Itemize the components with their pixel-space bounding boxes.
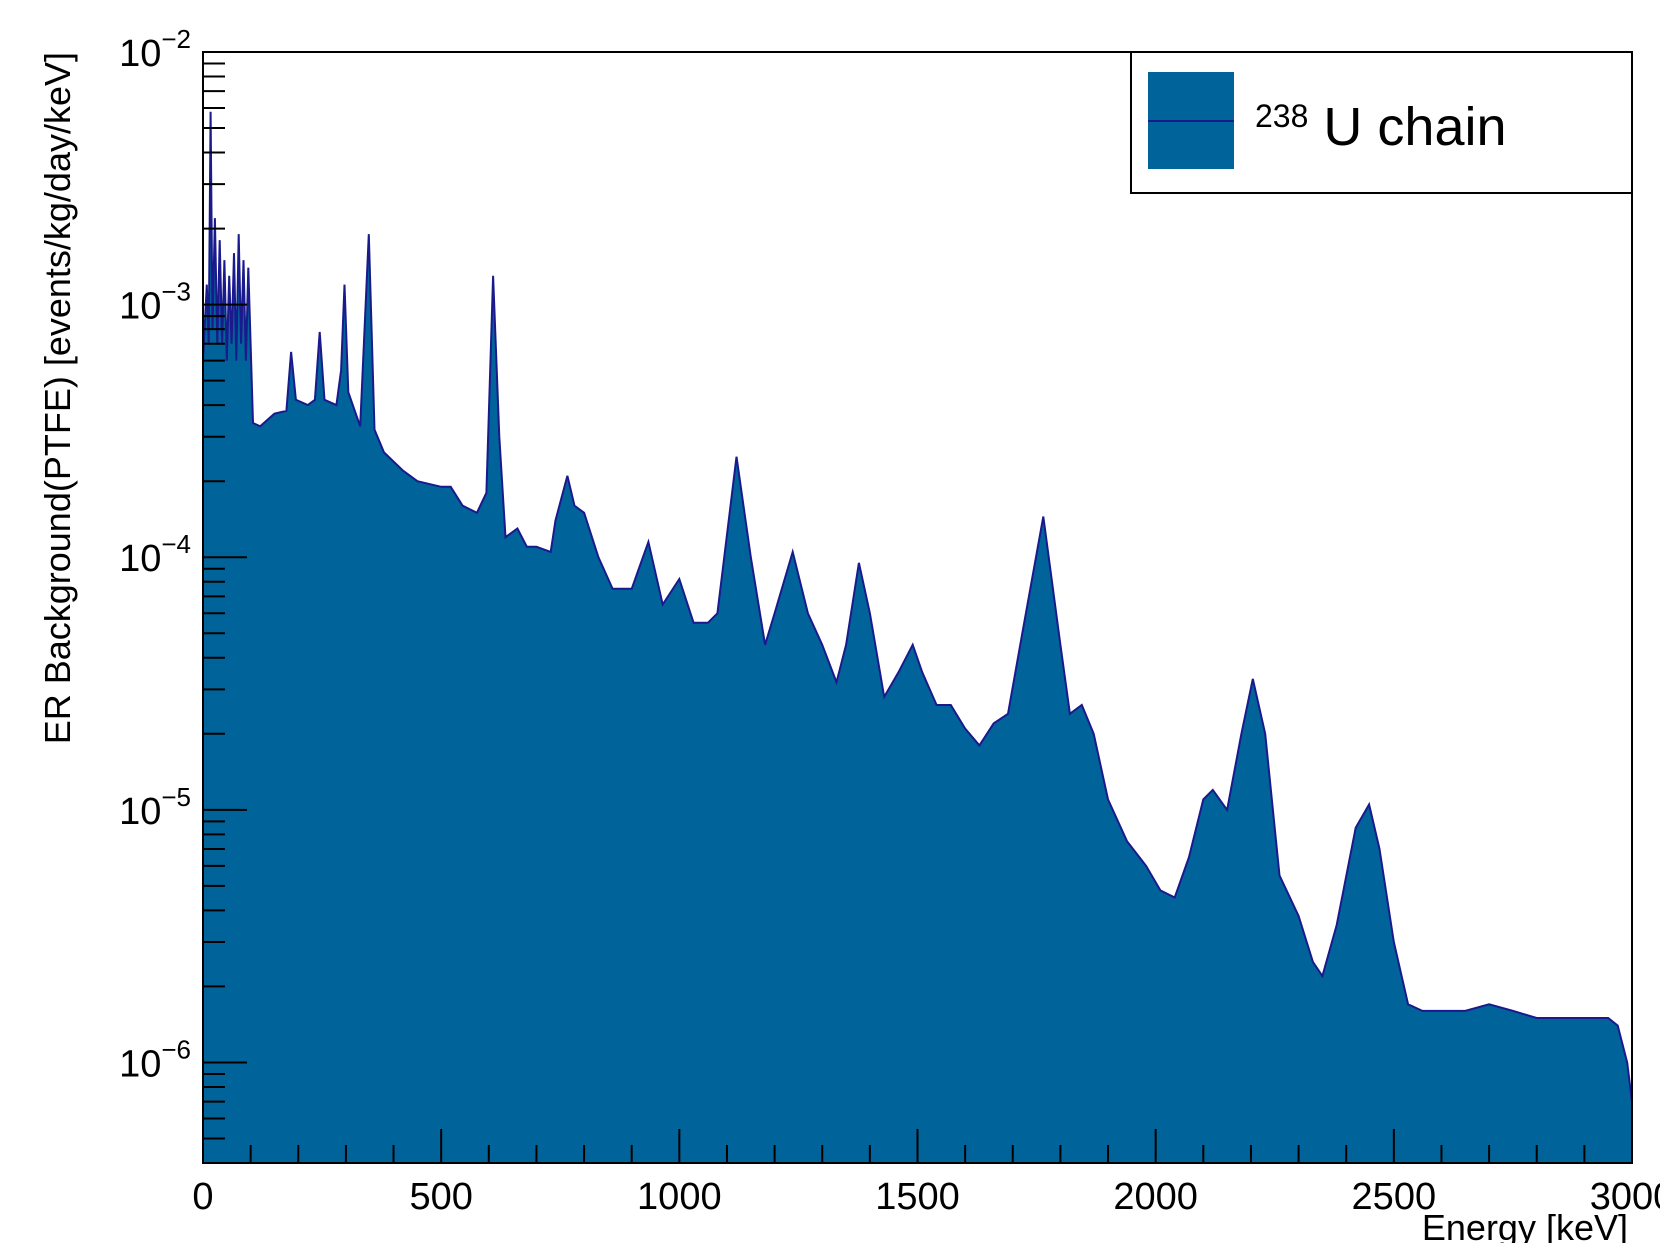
x-tick-label: 3000 [1590, 1176, 1660, 1218]
legend: 238 U chain [1130, 51, 1633, 194]
x-axis-ticks: 0 500 1000 1500 2000 2500 3000 [192, 1129, 1660, 1218]
y-tick-label: 10−3 [119, 277, 191, 328]
series-area-fill [203, 111, 1632, 1163]
legend-entry-isotope-mass: 238 [1255, 98, 1308, 134]
x-axis-title: Energy [keV] [1422, 1207, 1628, 1243]
series-outline [202, 111, 1633, 1102]
y-tick-label: 10−2 [119, 24, 191, 75]
y-tick-label: 10−4 [119, 529, 191, 580]
plot-area [202, 111, 1633, 1163]
x-tick-label: 1000 [637, 1176, 722, 1218]
x-tick-label: 2500 [1352, 1176, 1437, 1218]
x-tick-label: 1500 [875, 1176, 960, 1218]
y-tick-label: 10−5 [119, 782, 191, 833]
y-axis-ticks: 10−6 10−5 10−4 10−3 10−2 [119, 24, 247, 1164]
legend-entry-name: U chain [1323, 97, 1506, 157]
x-tick-label: 500 [409, 1176, 472, 1218]
y-axis-title: ER Background(PTFE) [events/kg/day/keV] [37, 52, 78, 744]
y-tick-label: 10−6 [119, 1034, 191, 1085]
x-tick-label: 0 [192, 1176, 213, 1218]
legend-entry-label: 238 U chain [1255, 79, 1507, 157]
x-tick-label: 2000 [1113, 1176, 1198, 1218]
